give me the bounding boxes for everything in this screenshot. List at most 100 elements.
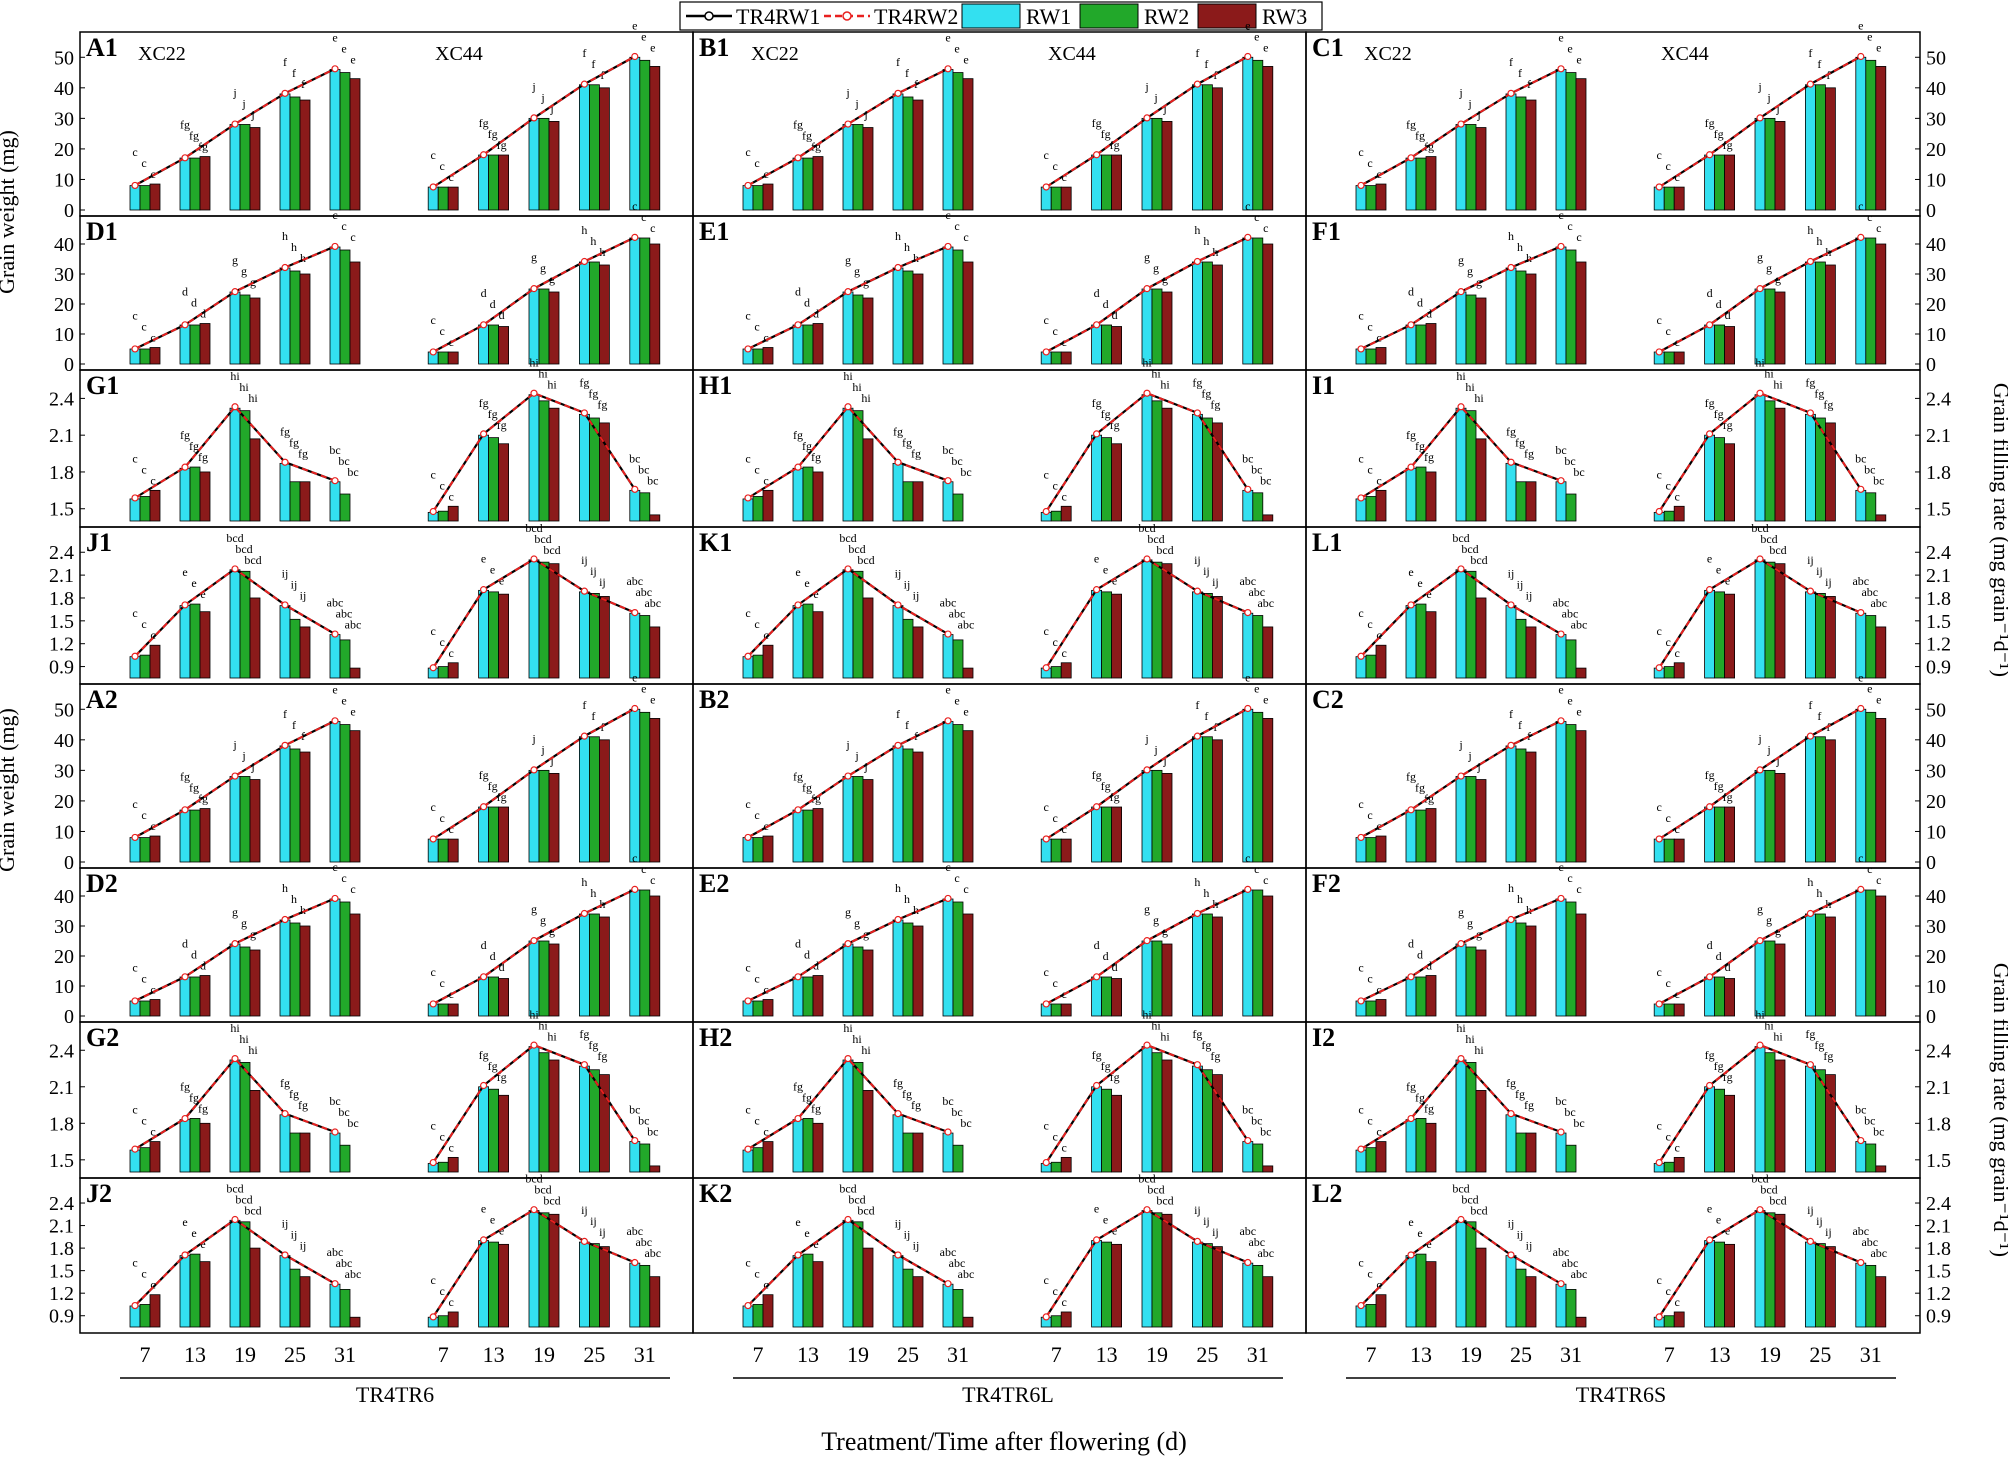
significance-letter: c	[1358, 1256, 1363, 1270]
significance-letter: d	[1707, 938, 1713, 952]
bar-xc44-rw1-d13	[1091, 154, 1102, 211]
significance-letter: c	[449, 1295, 454, 1309]
bar-xc44-rw1-d19	[1141, 769, 1153, 863]
significance-letter: d	[1112, 308, 1118, 322]
significance-letter: bc	[1573, 1116, 1584, 1130]
significance-letter: hi	[843, 1021, 853, 1035]
bar-xc44-rw2-d31	[1252, 615, 1264, 679]
bar-xc44-rw3-d13	[1111, 1094, 1122, 1173]
bar-xc44-rw2-d19	[1151, 561, 1163, 679]
bar-xc22-rw3-d13	[1425, 471, 1437, 522]
significance-letter: e	[1558, 30, 1563, 44]
bar-xc44-rw1-d25	[1192, 913, 1203, 1017]
significance-letter: bc	[1873, 1125, 1884, 1139]
significance-letter: c	[754, 1267, 759, 1281]
line-marker	[1193, 732, 1202, 740]
bar-xc44-rw1-d25	[1192, 591, 1203, 679]
legend-item-rw1: RW1	[961, 3, 1071, 29]
significance-letter: c	[141, 1267, 146, 1281]
significance-letter: ij	[581, 553, 588, 567]
bar-xc22-rw1-d19	[842, 407, 854, 522]
line-marker	[944, 65, 952, 73]
y-tick-label: 2.4	[1926, 1040, 1951, 1062]
bar-xc22-rw2-d31	[1565, 72, 1577, 211]
bar-xc22-rw2-d19	[239, 570, 251, 679]
significance-letter: j	[1757, 731, 1761, 745]
significance-letter: fg	[497, 790, 507, 804]
bar-xc22-rw3-d19	[862, 949, 874, 1017]
legend: TR4RW1 TR4RW2 RW1 RW2 RW3	[679, 1, 1323, 31]
significance-letter: ij	[1508, 567, 1515, 581]
bar-xc44-rw3-d31	[1875, 514, 1887, 522]
bar-xc22-rw3-d13	[199, 323, 211, 365]
bar-xc22-rw3-d31	[349, 913, 361, 1017]
bar-xc22-rw2-d25	[902, 96, 914, 211]
significance-letter: f	[1509, 707, 1513, 721]
significance-letter: fg	[811, 1101, 821, 1115]
significance-letter: fg	[1192, 375, 1202, 389]
bar-xc44-rw2-d31	[1252, 492, 1264, 522]
y-tick-label: 40	[1926, 730, 1946, 752]
significance-letter: c	[745, 309, 750, 323]
bar-xc44-rw3-d19	[548, 1213, 560, 1328]
significance-letter: c	[1044, 624, 1049, 638]
significance-letter: c	[1062, 822, 1067, 836]
significance-letter: fg	[588, 386, 598, 400]
significance-letter: c	[440, 976, 445, 990]
significance-letter: g	[854, 916, 860, 930]
bar-xc44-rw2-d13	[1101, 324, 1112, 365]
bar-xc22-rw1-d19	[842, 1059, 854, 1173]
significance-letter: c	[1062, 170, 1067, 184]
bar-xc44-rw2-d31	[1865, 1264, 1877, 1328]
bar-xc44-rw3-d19	[548, 291, 560, 365]
significance-letter: ij	[1203, 564, 1210, 578]
bar-xc22-rw2-d7	[1365, 1147, 1377, 1173]
significance-letter: bcd	[1452, 1181, 1469, 1195]
bar-xc22-rw2-d13	[802, 809, 814, 863]
panel-C2: C2cccfgfgfgjjjfffeeecccfgfgfgjjjfffeee01…	[1305, 670, 1946, 874]
line-marker	[1857, 885, 1865, 893]
bar-xc22-rw2-d19	[1465, 776, 1477, 863]
significance-letter: e	[1876, 40, 1881, 54]
bar-xc22-rw1-d31	[329, 69, 341, 211]
significance-letter: bcd	[543, 543, 560, 557]
bar-xc44-rw2-d31	[1865, 1143, 1877, 1173]
bar-xc22-rw2-d7	[752, 654, 764, 679]
significance-letter: bc	[347, 1116, 358, 1130]
bar-xc22-rw1-d7	[1355, 185, 1367, 211]
line-marker	[1705, 973, 1714, 981]
bar-xc44-rw1-d31	[629, 237, 641, 365]
significance-letter: hi	[1755, 1008, 1765, 1022]
line-marker	[1507, 741, 1515, 749]
significance-letter: f	[1817, 709, 1821, 723]
legend-label: TR4RW1	[736, 4, 820, 29]
y-tick-label: 1.8	[1926, 588, 1951, 610]
line-marker	[429, 664, 437, 672]
bar-xc44-rw3-d13	[498, 806, 510, 863]
group-label-tr4tr6: TR4TR6	[356, 1382, 434, 1407]
significance-letter: fg	[1210, 397, 1220, 411]
y-tick-label: 1.8	[1926, 462, 1951, 484]
line-marker	[744, 1145, 752, 1153]
significance-letter: abc	[327, 1245, 344, 1259]
bar-xc44-rw1-d19	[528, 940, 540, 1017]
bar-xc44-rw2-d13	[1101, 591, 1112, 679]
bar-xc22-rw3-d25	[299, 626, 311, 679]
significance-letter: g	[1757, 250, 1763, 264]
line-marker	[530, 1041, 538, 1049]
line-marker	[944, 242, 952, 251]
significance-letter: hi	[1142, 356, 1152, 370]
line-tr4rw2-xc44	[1658, 888, 1862, 1005]
significance-letter: c	[1044, 1273, 1049, 1287]
bar-xc22-rw3-d7	[762, 644, 774, 679]
line-marker	[1357, 652, 1365, 660]
bar-xc44-rw1-d31	[1855, 708, 1867, 863]
bar-xc44-rw2-d31	[639, 711, 651, 863]
bar-xc44-rw3-d13	[1724, 593, 1735, 679]
significance-letter: fg	[488, 1059, 498, 1073]
bar-xc22-rw1-d25	[279, 462, 291, 522]
significance-letter: fg	[793, 770, 803, 784]
significance-letter: h	[590, 234, 596, 248]
bar-xc22-rw1-d13	[1405, 809, 1417, 863]
